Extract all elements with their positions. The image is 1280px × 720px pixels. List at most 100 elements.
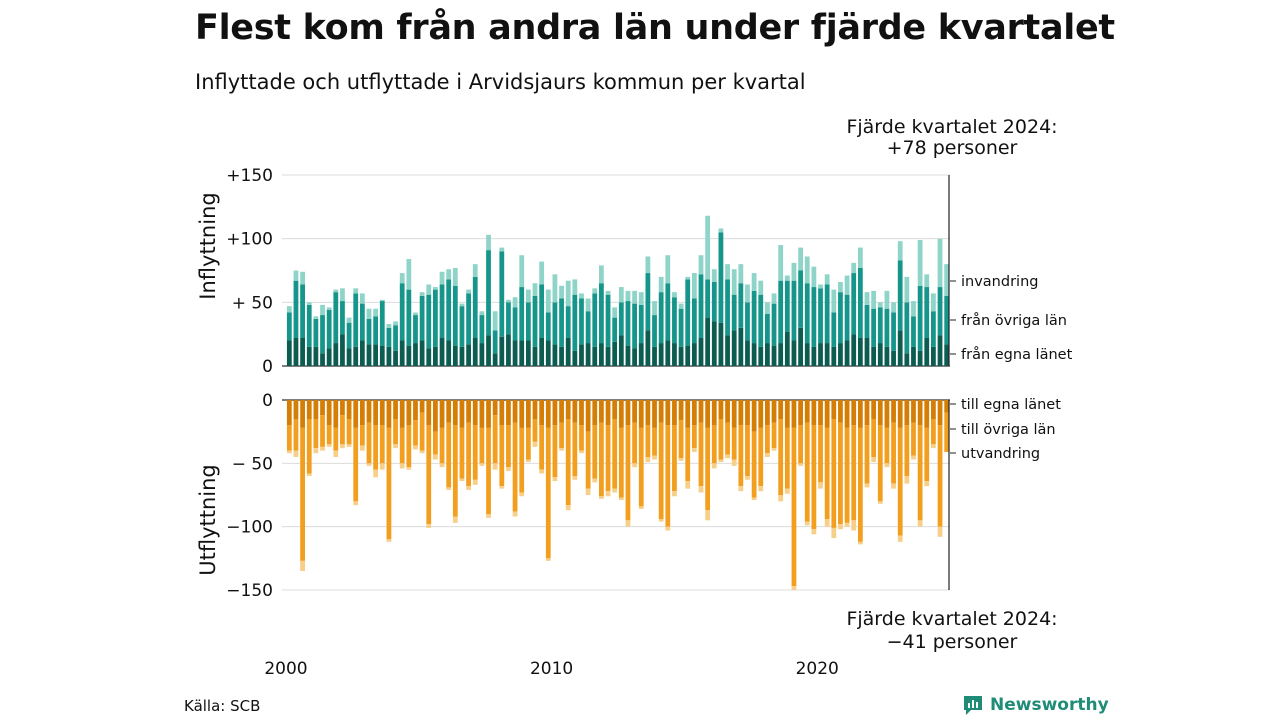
- bar-0-2-7: [333, 289, 339, 293]
- bar-0-0-91: [891, 350, 896, 366]
- bar-0-1-79: [811, 287, 817, 347]
- bar-0-2-0: [286, 306, 292, 313]
- bar-0-0-42: [565, 337, 571, 366]
- bar-0-1-89: [877, 307, 883, 344]
- bar-0-2-83: [838, 281, 843, 293]
- bar-0-2-93: [904, 276, 910, 303]
- bar-0-0-23: [439, 337, 445, 366]
- bar-1-0-38: [539, 400, 545, 426]
- bar-1-1-86: [857, 427, 863, 542]
- bar-0-0-52: [632, 348, 637, 366]
- bar-0-1-50: [618, 302, 624, 336]
- bar-1-2-29: [479, 463, 485, 466]
- bar-1-2-1: [293, 450, 299, 457]
- bar-1-2-69: [745, 476, 750, 480]
- bar-0-2-62: [698, 255, 704, 275]
- bar-1-1-67: [731, 427, 737, 460]
- bar-0-2-51: [625, 290, 631, 302]
- bar-0-0-41: [559, 346, 564, 366]
- bar-0-0-17: [399, 340, 405, 366]
- bar-0-2-15: [386, 323, 392, 328]
- bar-0-1-97: [931, 311, 936, 347]
- series-label-1-1: till övriga län: [961, 422, 1056, 438]
- bar-1-0-46: [592, 400, 598, 426]
- bar-1-0-72: [765, 400, 770, 426]
- bar-0-1-49: [612, 317, 618, 342]
- bar-1-1-66: [725, 422, 730, 455]
- bar-1-0-80: [818, 400, 823, 426]
- bar-0-2-26: [459, 303, 465, 307]
- bar-1-0-49: [612, 400, 618, 419]
- bar-0-2-98: [937, 238, 943, 288]
- bar-1-1-19: [413, 420, 418, 446]
- bar-0-2-53: [638, 292, 644, 305]
- bar-0-1-52: [632, 303, 637, 349]
- bar-1-2-58: [672, 491, 677, 497]
- bar-0-1-8: [340, 301, 345, 335]
- bar-0-2-30: [486, 234, 491, 251]
- bar-1-2-65: [718, 459, 724, 463]
- y-tick-label-0-0: 0: [262, 357, 273, 377]
- bar-1-0-52: [632, 400, 637, 423]
- bar-1-2-45: [585, 488, 591, 495]
- bar-0-2-37: [532, 283, 538, 296]
- bar-0-1-1: [293, 280, 299, 338]
- bar-1-1-73: [771, 422, 777, 449]
- bar-1-0-34: [512, 400, 518, 423]
- bar-1-2-26: [459, 478, 465, 482]
- bar-1-2-2: [300, 560, 305, 571]
- bar-0-1-93: [904, 302, 910, 354]
- bar-0-2-79: [811, 266, 817, 288]
- bar-0-0-40: [552, 344, 558, 366]
- bar-0-1-77: [798, 270, 803, 328]
- bar-1-1-65: [718, 419, 724, 460]
- bar-1-0-17: [399, 400, 405, 428]
- bar-0-2-55: [652, 301, 657, 316]
- bar-1-2-6: [326, 444, 332, 447]
- bar-1-0-47: [599, 400, 604, 423]
- bar-0-2-63: [705, 215, 711, 280]
- bar-1-0-92: [897, 400, 903, 428]
- bar-1-1-53: [638, 427, 644, 507]
- bar-0-1-41: [559, 298, 564, 347]
- annotation-line2-1: −41 personer: [887, 631, 1018, 653]
- bar-1-2-92: [897, 535, 903, 542]
- bar-0-2-97: [931, 293, 936, 312]
- bar-1-0-68: [738, 400, 744, 426]
- bar-0-1-9: [346, 322, 352, 349]
- bar-0-0-44: [579, 344, 584, 366]
- series-label-1-0: till egna länet: [961, 397, 1061, 413]
- bar-0-2-31: [492, 311, 498, 331]
- bar-1-2-44: [579, 450, 584, 454]
- bar-1-2-95: [917, 520, 923, 527]
- bar-1-0-33: [506, 400, 511, 426]
- bar-1-1-10: [353, 427, 359, 502]
- bar-1-2-61: [691, 448, 697, 452]
- bar-1-1-6: [326, 425, 332, 445]
- bar-1-2-0: [286, 450, 292, 454]
- bar-1-0-55: [652, 400, 657, 428]
- bar-0-2-86: [857, 247, 863, 268]
- bar-1-2-47: [599, 496, 604, 499]
- bar-1-1-24: [446, 422, 452, 488]
- bar-1-0-14: [379, 400, 385, 426]
- bar-1-2-62: [698, 486, 704, 493]
- bar-0-0-81: [824, 343, 830, 366]
- bar-1-0-96: [924, 400, 930, 428]
- bar-1-0-58: [672, 400, 677, 426]
- bar-0-1-34: [512, 307, 518, 341]
- bar-1-1-85: [851, 425, 857, 521]
- y-tick-label-1-3: −150: [226, 581, 273, 601]
- bar-1-0-40: [552, 400, 558, 426]
- bar-0-0-7: [333, 343, 339, 366]
- bar-1-1-26: [459, 427, 465, 479]
- bar-1-1-80: [818, 425, 823, 483]
- bar-1-2-98: [937, 526, 943, 537]
- bar-1-0-3: [306, 400, 312, 419]
- bar-1-0-54: [645, 400, 651, 426]
- bar-0-0-34: [512, 340, 518, 366]
- bar-1-1-81: [824, 427, 830, 520]
- bar-0-2-45: [585, 298, 591, 312]
- bar-1-2-25: [452, 516, 458, 523]
- bar-0-0-59: [678, 346, 684, 366]
